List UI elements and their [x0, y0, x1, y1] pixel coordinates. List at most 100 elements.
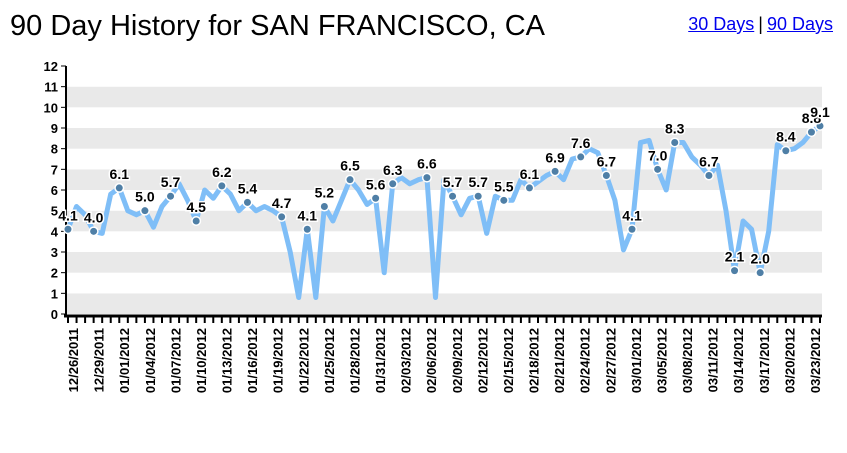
data-label: 5.6	[366, 176, 386, 192]
x-tick-label: 03/23/2012	[808, 328, 823, 393]
x-tick-label: 02/27/2012	[603, 328, 618, 393]
data-point	[423, 174, 431, 182]
data-point	[671, 138, 679, 146]
x-tick-label: 01/13/2012	[220, 328, 235, 393]
range-links: 30 Days | 90 Days	[688, 14, 833, 35]
x-axis-ticks: 12/26/2011 12/29/2011 01/01/2012 01/04/2012…	[66, 316, 823, 393]
data-label: 4.1	[622, 207, 642, 223]
data-label: 5.5	[494, 178, 514, 194]
data-point	[372, 194, 380, 202]
data-label: 8.3	[665, 120, 685, 136]
x-tick-label: 02/18/2012	[527, 328, 542, 393]
x-tick-label: 01/28/2012	[347, 328, 362, 393]
link-30-days[interactable]: 30 Days	[688, 14, 755, 34]
data-label: 5.4	[238, 180, 258, 196]
data-label: 4.5	[186, 199, 206, 215]
series-layer	[65, 123, 823, 300]
data-point	[756, 269, 764, 277]
grid-band	[66, 128, 822, 149]
data-point	[303, 225, 311, 233]
data-point	[449, 192, 457, 200]
data-point	[278, 213, 286, 221]
x-tick-label: 01/04/2012	[143, 328, 158, 393]
grid-band	[66, 107, 822, 128]
data-point	[320, 203, 328, 211]
data-point	[705, 172, 713, 180]
x-tick-label: 03/17/2012	[757, 328, 772, 393]
x-tick-label: 12/29/2011	[92, 328, 107, 392]
data-point	[577, 153, 585, 161]
y-tick-label: 8	[51, 142, 58, 157]
data-point	[141, 207, 149, 215]
grid-band	[66, 293, 822, 314]
data-point	[167, 192, 175, 200]
data-label: 5.7	[468, 174, 488, 190]
data-label: 2.1	[725, 249, 745, 265]
grid-band	[66, 252, 822, 273]
x-tick-label: 03/08/2012	[680, 328, 695, 393]
data-point	[64, 225, 72, 233]
data-point	[525, 184, 533, 192]
grid-band	[66, 66, 822, 87]
y-tick-label: 9	[51, 121, 58, 136]
y-tick-label: 7	[51, 162, 58, 177]
x-tick-label: 01/01/2012	[117, 328, 132, 393]
y-tick-label: 1	[51, 286, 58, 301]
x-tick-label: 02/03/2012	[399, 328, 414, 393]
y-tick-label: 3	[51, 245, 58, 260]
data-point	[389, 180, 397, 188]
data-point	[807, 128, 815, 136]
data-point	[346, 176, 354, 184]
data-point	[192, 217, 200, 225]
x-tick-label: 03/11/2012	[706, 328, 721, 392]
data-point	[500, 196, 508, 204]
grid-band	[66, 148, 822, 170]
data-label: 4.0	[84, 209, 104, 225]
link-90-days[interactable]: 90 Days	[766, 14, 833, 34]
grid-band	[66, 86, 822, 108]
data-label: 7.6	[571, 135, 591, 151]
data-label: 5.7	[443, 174, 463, 190]
y-tick-label: 4	[51, 224, 59, 239]
data-label: 6.7	[597, 154, 617, 170]
x-tick-label: 01/25/2012	[322, 328, 337, 393]
page-title: 90 Day History for SAN FRANCISCO, CA	[10, 10, 545, 42]
marker-layer	[63, 120, 825, 278]
x-tick-label: 03/01/2012	[629, 328, 644, 393]
data-label: 9.1	[810, 104, 830, 120]
grid-band	[66, 272, 822, 294]
x-tick-label: 01/19/2012	[271, 328, 286, 393]
grid-band	[66, 231, 822, 252]
y-tick-label: 5	[51, 204, 58, 219]
data-point	[218, 182, 226, 190]
data-point	[782, 147, 790, 155]
data-label: 6.1	[520, 166, 540, 182]
x-tick-label: 02/09/2012	[450, 328, 465, 393]
data-label: 6.3	[383, 162, 403, 178]
data-point	[628, 225, 636, 233]
x-tick-label: 02/15/2012	[501, 328, 516, 393]
data-label: 6.1	[110, 166, 130, 182]
data-label: 4.1	[58, 207, 78, 223]
y-tick-label: 6	[51, 183, 58, 198]
y-tick-label: 10	[44, 100, 58, 115]
x-tick-label: 02/12/2012	[475, 328, 490, 393]
x-tick-label: 03/14/2012	[731, 328, 746, 393]
data-label: 5.7	[161, 174, 181, 190]
grid-bands	[66, 66, 822, 314]
data-point	[474, 192, 482, 200]
data-label: 8.4	[776, 129, 796, 145]
x-tick-label: 01/07/2012	[168, 328, 183, 393]
data-label: 6.7	[699, 154, 719, 170]
data-label-layer: 4.1 4.06.15.05.74.56.25.44.74.15.26.55.66…	[57, 102, 832, 268]
data-point	[551, 167, 559, 175]
data-label: 6.5	[340, 158, 360, 174]
data-label: 7.0	[648, 147, 668, 163]
data-label: 6.9	[545, 149, 565, 165]
data-label: 5.0	[135, 189, 155, 205]
x-tick-label: 01/31/2012	[373, 328, 388, 393]
x-tick-label: 01/16/2012	[245, 328, 260, 393]
data-label: 6.6	[417, 156, 437, 172]
